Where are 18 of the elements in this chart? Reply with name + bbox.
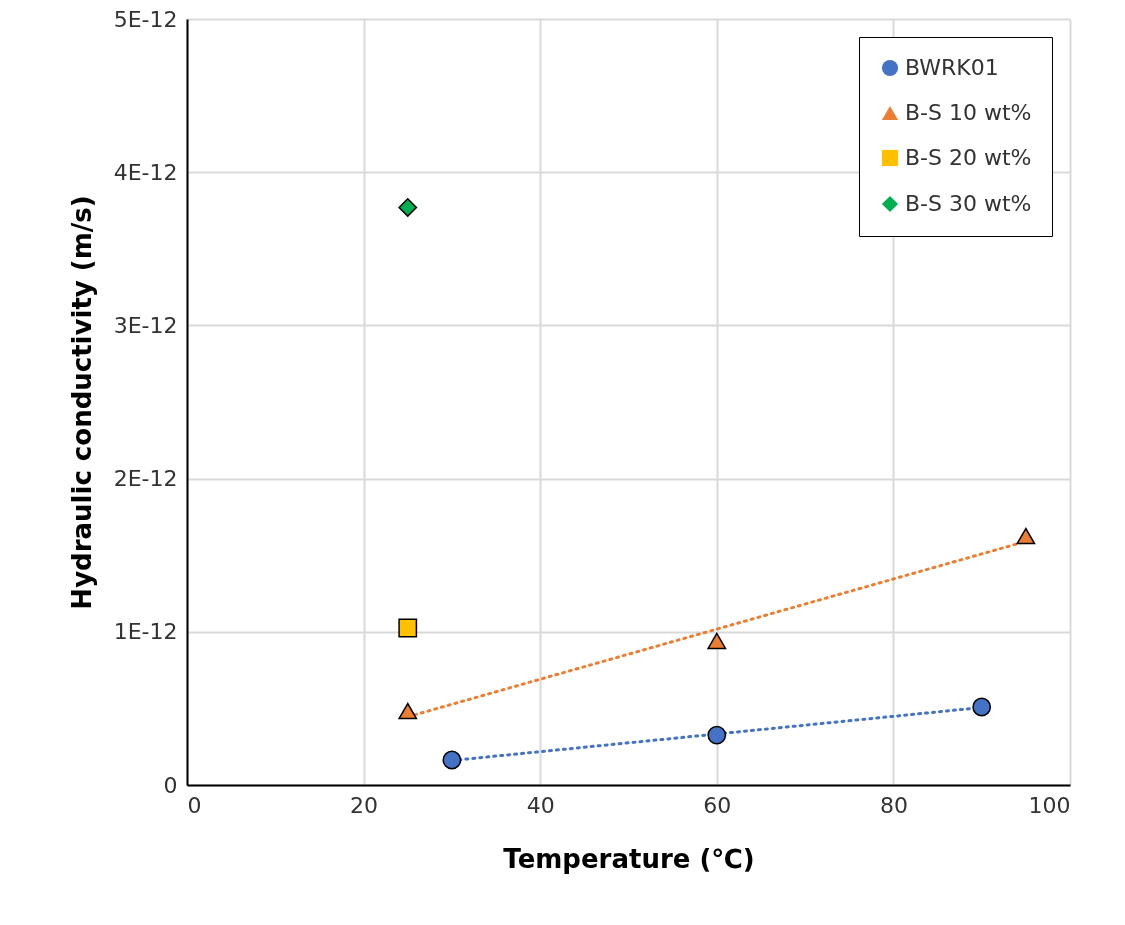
y-tick-label: 2E-12 (113, 466, 178, 492)
x-tick-label: 20 (350, 792, 379, 818)
y-tick-label: 4E-12 (113, 159, 178, 185)
x-tick-label: 0 (187, 792, 202, 818)
y-tick-label: 0 (163, 772, 178, 798)
x-tick-label: 60 (703, 792, 732, 818)
y-tick-label: 3E-12 (113, 312, 178, 338)
x-tick-label: 40 (526, 792, 555, 818)
legend-label: B-S 30 wt% (905, 191, 1032, 216)
legend-label: B-S 10 wt% (905, 100, 1032, 125)
legend-label: BWRK01 (905, 55, 999, 80)
legend-label: B-S 20 wt% (905, 145, 1032, 170)
x-axis-title: Temperature (℃) (503, 843, 755, 874)
y-tick-label: 5E-12 (113, 6, 178, 32)
x-tick-label: 80 (879, 792, 908, 818)
y-tick-label: 1E-12 (113, 619, 178, 645)
x-tick-label: 100 (1028, 792, 1071, 818)
y-axis-title: Hydraulic conductivity (m/s) (66, 195, 97, 610)
